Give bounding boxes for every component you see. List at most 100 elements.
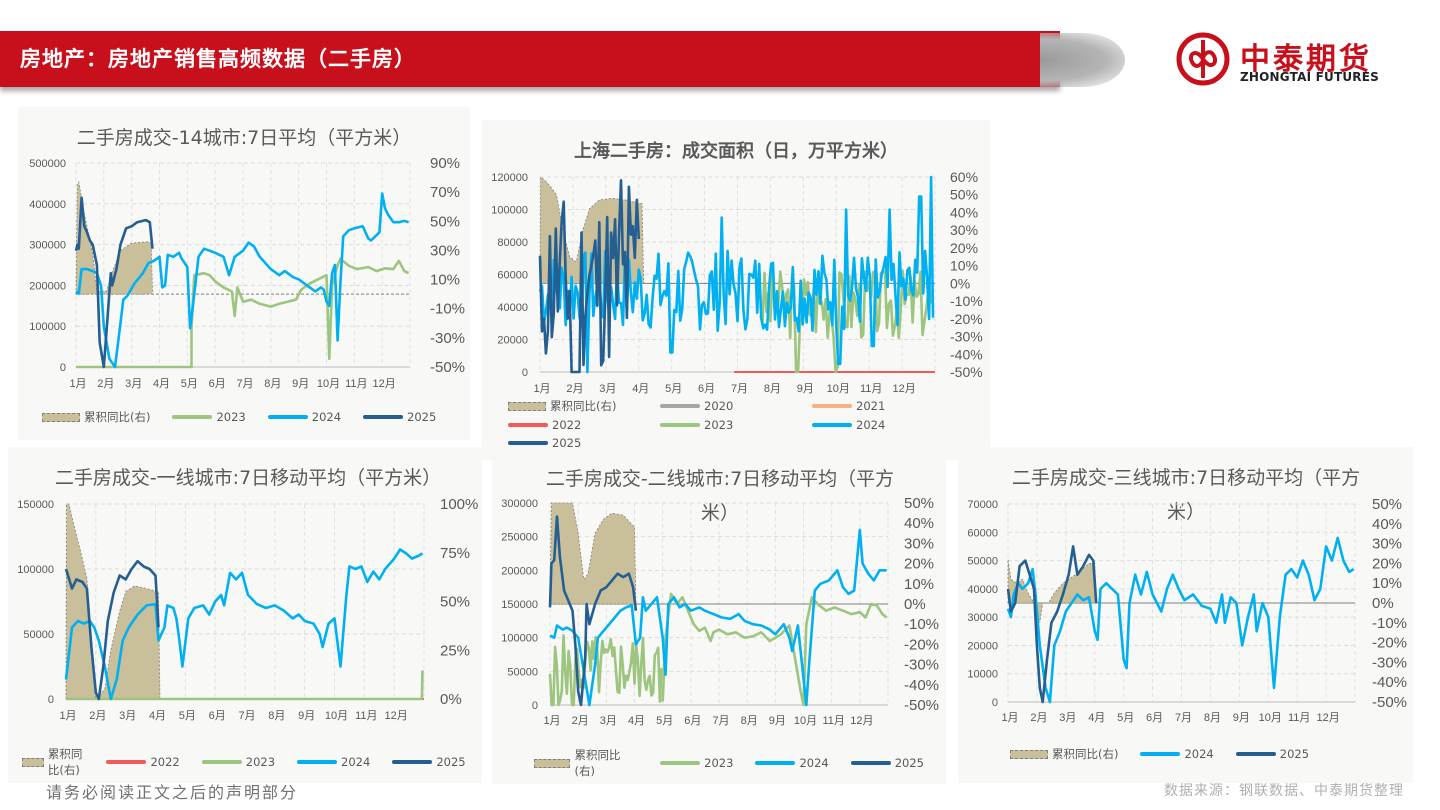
legend-label: 累积同比(右)	[84, 410, 151, 424]
svg-text:60000: 60000	[967, 527, 998, 539]
chart-title: 二手房成交-一线城市:7日移动平均（平方米）	[54, 467, 442, 489]
svg-text:11月: 11月	[355, 710, 377, 722]
svg-text:8月: 8月	[264, 378, 281, 390]
svg-text:12月: 12月	[892, 383, 915, 395]
svg-text:4月: 4月	[153, 378, 170, 390]
legend-label: 2023	[704, 756, 734, 770]
svg-text:7月: 7月	[236, 378, 253, 390]
svg-text:20%: 20%	[904, 556, 934, 573]
svg-text:4月: 4月	[1088, 712, 1105, 724]
legend-label: 2024	[1184, 747, 1214, 761]
legend-item: 累积同比(右)	[1010, 746, 1118, 762]
svg-text:100000: 100000	[501, 633, 538, 645]
chart-legend: 累积同比(右) 2024 2025	[1010, 746, 1331, 762]
svg-text:-20%: -20%	[1372, 635, 1407, 652]
legend-item: 2022	[508, 418, 660, 432]
svg-text:8月: 8月	[764, 383, 781, 395]
legend-label: 2022	[150, 755, 180, 769]
svg-text:-30%: -30%	[904, 657, 939, 674]
chart-panel-tier3: 二手房成交-三线城市:7日移动平均（平方米） 70000 60000 50000 40…	[958, 447, 1413, 783]
svg-text:-10%: -10%	[430, 301, 465, 318]
svg-text:90%: 90%	[430, 155, 460, 172]
legend-item: 累积同比(右)	[534, 747, 638, 779]
legend-line-swatch	[392, 760, 433, 764]
svg-text:-50%: -50%	[430, 359, 465, 376]
svg-text:5月: 5月	[1117, 712, 1134, 724]
svg-text:0: 0	[992, 697, 998, 709]
svg-text:0%: 0%	[950, 275, 970, 291]
svg-text:3月: 3月	[1059, 712, 1076, 724]
svg-text:1月: 1月	[543, 715, 560, 727]
svg-text:150000: 150000	[17, 499, 54, 511]
legend-label: 2020	[704, 399, 734, 413]
svg-text:-40%: -40%	[950, 346, 983, 362]
svg-text:7月: 7月	[731, 383, 748, 395]
legend-line-swatch	[812, 423, 852, 427]
disclaimer-text: 请务必阅读正文之后的声明部分	[46, 783, 299, 802]
svg-text:10月: 10月	[325, 710, 348, 722]
svg-text:5月: 5月	[656, 715, 673, 727]
legend-item: 2024	[755, 756, 829, 770]
svg-text:5月: 5月	[665, 383, 682, 395]
svg-text:-30%: -30%	[1372, 654, 1407, 671]
legend-area-swatch	[534, 758, 571, 768]
chart-plot-shanghai: 12000010000080000600004000020000060%50%4…	[491, 169, 983, 395]
legend-line-swatch	[201, 760, 242, 764]
legend-line-swatch	[508, 441, 548, 445]
svg-text:10000: 10000	[967, 669, 998, 681]
svg-text:250000: 250000	[501, 532, 538, 544]
svg-text:300000: 300000	[501, 498, 538, 510]
svg-text:8月: 8月	[268, 710, 285, 722]
svg-text:12月: 12月	[373, 378, 396, 390]
svg-text:50000: 50000	[507, 666, 538, 678]
svg-text:3月: 3月	[599, 383, 616, 395]
svg-text:9月: 9月	[298, 710, 315, 722]
legend-label: 累积同比(右)	[550, 399, 617, 413]
legend-item: 2023	[201, 755, 275, 769]
legend-item: 2025	[1235, 747, 1309, 761]
svg-text:75%: 75%	[440, 545, 470, 562]
data-source-text: 数据来源：钢联数据、中泰期货整理	[1164, 783, 1404, 799]
chart-legend: 累积同比(右) 2022 2023 2024 2025	[22, 746, 488, 778]
chart-panel-14-cities: 二手房成交-14城市:7日平均（平方米） 500000 400000 300000 2…	[18, 107, 470, 440]
svg-text:20000: 20000	[967, 640, 998, 652]
svg-text:40000: 40000	[497, 302, 528, 314]
legend-label: 2021	[856, 399, 886, 413]
svg-text:70000: 70000	[967, 499, 998, 511]
svg-text:2月: 2月	[97, 378, 114, 390]
legend-line-swatch	[660, 423, 700, 427]
svg-text:6月: 6月	[1146, 712, 1163, 724]
svg-text:20%: 20%	[1372, 555, 1402, 572]
svg-text:12月: 12月	[1316, 712, 1339, 724]
svg-text:50000: 50000	[967, 556, 998, 568]
company-logo: 中泰期货 ZHONGTAI FUTURES	[1176, 32, 1396, 88]
svg-text:8月: 8月	[1204, 712, 1221, 724]
legend-line-swatch	[850, 761, 891, 765]
chart-panel-shanghai: 上海二手房：成交面积（日，万平方米） 120000 100000 80000 6000…	[482, 120, 990, 460]
legend-line-swatch	[106, 760, 147, 764]
legend-label: 2023	[216, 410, 246, 424]
svg-text:10月: 10月	[317, 378, 340, 390]
legend-line-swatch	[267, 415, 308, 419]
svg-text:11月: 11月	[822, 715, 844, 727]
chart-plot-tier3: 70000 60000 50000 40000 30000 20000 10000 0 50% 4…	[967, 496, 1407, 724]
svg-text:-10%: -10%	[1372, 615, 1407, 632]
chart-title: 二手房成交-三线城市:7日移动平均（平方米）	[1011, 467, 1361, 523]
svg-text:50%: 50%	[904, 495, 934, 512]
svg-text:10月: 10月	[794, 715, 817, 727]
svg-text:6月: 6月	[209, 378, 226, 390]
chart-legend: 累积同比(右) 2020 2021 2022 2023 2024 2025	[508, 398, 978, 450]
logo-text-cn: 中泰期货	[1240, 42, 1372, 77]
svg-text:-50%: -50%	[950, 364, 983, 380]
svg-text:-40%: -40%	[904, 677, 939, 694]
svg-text:100%: 100%	[440, 496, 478, 513]
svg-text:3月: 3月	[600, 715, 617, 727]
svg-text:100000: 100000	[17, 564, 54, 576]
svg-text:9月: 9月	[1233, 712, 1250, 724]
svg-text:9月: 9月	[292, 378, 309, 390]
svg-text:30%: 30%	[950, 222, 978, 238]
svg-text:2月: 2月	[89, 710, 106, 722]
svg-text:-50%: -50%	[1372, 694, 1407, 711]
svg-text:60000: 60000	[497, 270, 528, 282]
chart-legend: 累积同比(右) 2023 2024 2025	[42, 409, 458, 425]
